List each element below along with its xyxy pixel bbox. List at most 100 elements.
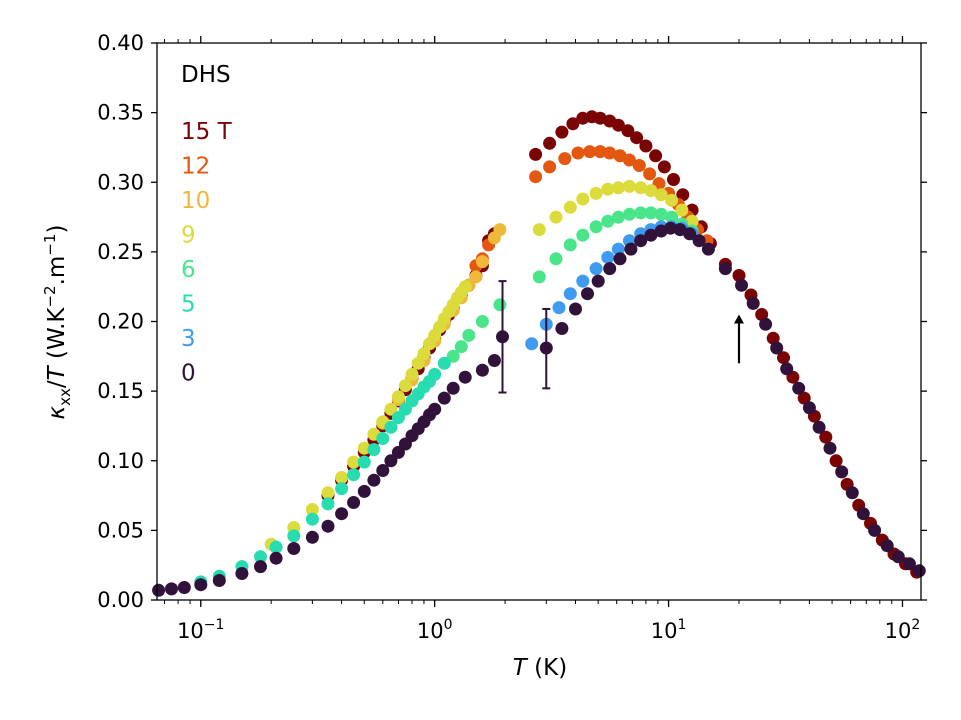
data-point (770, 341, 784, 355)
data-point (357, 441, 371, 455)
data-point (469, 270, 483, 284)
plot-frame (156, 42, 922, 601)
series-4 (446, 206, 699, 363)
data-point (367, 443, 381, 457)
series-3 (264, 179, 699, 551)
data-point (384, 420, 398, 434)
legend-item: 12 (181, 154, 210, 180)
data-point (601, 182, 615, 196)
data-point (802, 401, 816, 415)
data-point (601, 250, 615, 264)
x-tick-base: 10 (417, 619, 444, 643)
data-point (254, 550, 267, 564)
data-point (165, 582, 178, 596)
data-point (417, 347, 431, 360)
legend-item: 5 (181, 292, 196, 318)
data-point (454, 340, 468, 354)
data-point (357, 455, 371, 469)
data-point (384, 402, 398, 416)
data-point (654, 188, 668, 202)
y-tick-label: 0.30 (97, 170, 144, 194)
x-tick-label: 10−1 (177, 617, 224, 643)
data-point (411, 356, 425, 370)
x-tick-label: 100 (417, 617, 453, 643)
data-point (665, 210, 679, 224)
data-point (446, 349, 460, 363)
data-point (634, 206, 648, 220)
data-point (611, 242, 625, 256)
y-axis-slash: / (44, 380, 70, 388)
data-point (347, 468, 361, 482)
data-point (576, 228, 590, 242)
data-point (664, 221, 678, 235)
data-point (611, 210, 625, 224)
data-point (376, 432, 390, 445)
y-tick-label: 0.40 (97, 31, 144, 55)
data-point (622, 207, 636, 221)
data-point (591, 274, 605, 288)
data-point (632, 159, 646, 172)
data-point (335, 471, 349, 484)
legend-item: 15 T (181, 119, 233, 145)
data-point (819, 430, 833, 444)
data-point (797, 391, 811, 405)
y-axis-close: ) (44, 225, 70, 234)
data-point (549, 252, 563, 266)
data-point (766, 331, 780, 345)
y-axis-var: T (44, 364, 70, 380)
data-point (735, 278, 748, 292)
data-point (902, 557, 916, 571)
data-point (634, 234, 648, 248)
y-axis-unit1: (W.K (44, 307, 70, 367)
data-point (583, 145, 597, 159)
data-point (552, 301, 566, 315)
data-point (269, 540, 283, 554)
data-point (194, 578, 208, 592)
series-0 (321, 110, 924, 579)
data-point (912, 564, 926, 578)
ticks-layer: 0.000.050.100.150.200.250.300.350.4010−1… (97, 31, 927, 643)
data-point (493, 223, 507, 237)
legend-item: 6 (181, 257, 196, 283)
data-point (891, 550, 905, 564)
data-point (475, 255, 489, 269)
data-point (644, 228, 658, 242)
x-axis-title: T (K) (513, 655, 567, 681)
y-axis-unit2: .m (44, 256, 70, 286)
data-point (643, 167, 657, 181)
y-axis-exp2: −1 (41, 234, 59, 256)
data-point (777, 351, 790, 365)
data-point (603, 146, 617, 160)
data-point (621, 124, 635, 138)
data-point (367, 473, 381, 487)
data-point (611, 118, 625, 132)
data-point (613, 252, 627, 266)
data-point (755, 308, 769, 321)
legend-item: 9 (181, 223, 196, 249)
y-tick-label: 0.15 (97, 379, 144, 403)
data-point (563, 287, 577, 301)
data-point (529, 170, 543, 184)
data-point (269, 551, 283, 565)
data-point (287, 529, 301, 543)
y-tick-label: 0.05 (97, 518, 144, 542)
data-point (347, 496, 361, 509)
data-point (475, 315, 489, 328)
legend-item: 0 (181, 361, 196, 387)
data-point (571, 146, 585, 160)
legend: 15 T 12 10 9 6 5 3 0 (181, 119, 233, 387)
data-point (657, 160, 671, 174)
y-tick-label: 0.35 (97, 101, 144, 125)
data-point (732, 269, 746, 282)
data-point (357, 484, 371, 498)
y-tick-label: 0.00 (97, 588, 144, 612)
data-point (525, 337, 539, 351)
data-point (644, 184, 658, 198)
data-point (746, 296, 760, 310)
data-point (880, 539, 894, 553)
data-point (634, 181, 648, 195)
data-point (254, 560, 267, 574)
x-tick-base: 10 (651, 619, 678, 643)
data-point (581, 287, 594, 301)
